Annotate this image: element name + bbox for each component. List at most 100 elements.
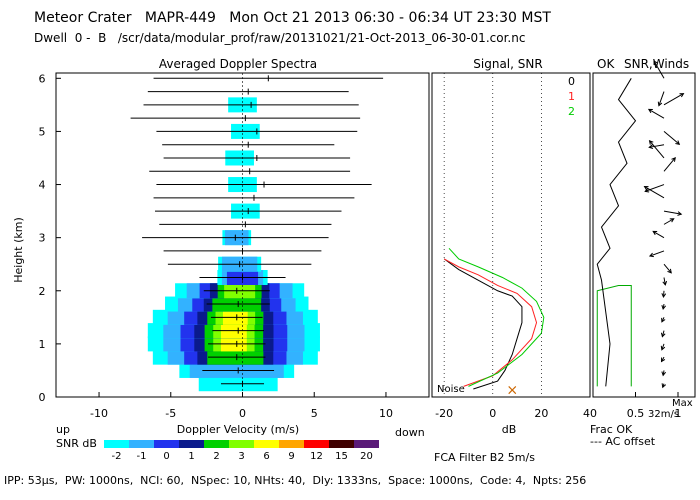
spectra-ytick-label: 5 xyxy=(39,125,46,138)
signal-title: Signal, SNR xyxy=(473,57,542,71)
signal-series-0 xyxy=(443,258,523,390)
noise-marker: × xyxy=(506,382,518,398)
wind-arrow xyxy=(649,250,665,257)
wind-arrow-head xyxy=(652,230,658,236)
colorbar-label: SNR dB xyxy=(56,437,97,450)
colorbar-tick-label: 9 xyxy=(288,451,294,462)
signal-legend-1: 1 xyxy=(568,90,575,103)
wind-arrow xyxy=(663,218,674,225)
wind-arrow-head xyxy=(657,101,663,107)
wind-arrow xyxy=(663,210,682,215)
spectra-xtick-label: -5 xyxy=(165,407,176,420)
wind-arrow-head xyxy=(644,188,650,193)
spectra-ytick-label: 2 xyxy=(39,285,46,298)
spectra-ytick-label: 0 xyxy=(39,391,46,404)
ok-label: OK xyxy=(597,57,615,71)
signal-xtick-label: 0 xyxy=(489,407,496,420)
ac-offset-label: --- AC offset xyxy=(590,435,656,448)
up-label: up xyxy=(56,423,70,436)
wind-arrow xyxy=(653,60,665,79)
wind-arrow-head xyxy=(671,157,676,162)
signal-xlabel: dB xyxy=(502,423,517,436)
wind-arrow xyxy=(663,277,666,285)
wind-arrow-head xyxy=(669,218,675,223)
winds-frame xyxy=(592,72,696,398)
spectra-axes: -10 -5 0 5 10 0 1 2 3 4 5 6 xyxy=(39,72,393,420)
wind-arrow-head xyxy=(679,93,685,98)
wind-arrow-head xyxy=(648,252,654,258)
signal-xtick-label: -20 xyxy=(435,407,453,420)
wind-arrow-head xyxy=(648,144,654,150)
wind-arrow-head xyxy=(667,268,672,274)
wind-arrow-head xyxy=(647,108,653,114)
frac-ok-label: Frac OK xyxy=(590,423,633,436)
colorbar-tick-label: 15 xyxy=(335,451,348,462)
colorbar-tick-label: 3 xyxy=(238,451,244,462)
spectra-ytick-label: 1 xyxy=(39,338,46,351)
spectra-xtick-label: 10 xyxy=(379,407,393,420)
wind-arrow xyxy=(648,108,665,119)
wind-arrow-head xyxy=(643,186,649,191)
wind-arrow xyxy=(652,230,665,239)
wind-arrow xyxy=(649,140,665,159)
signal-xtick-label: 40 xyxy=(583,407,597,420)
wind-arrow-head xyxy=(648,139,654,145)
wind-arrow-head xyxy=(661,293,667,299)
wind-arrow xyxy=(663,131,680,145)
colorbar-swatch xyxy=(179,440,204,448)
colorbar-tick-label: 1 xyxy=(188,451,194,462)
wind-arrow-head xyxy=(660,345,666,351)
header-file-path: Dwell 0 - B /scr/data/modular_prof/raw/2… xyxy=(34,31,526,45)
colorbar-tick-label: 12 xyxy=(310,451,323,462)
max-label: Max xyxy=(672,398,693,409)
colorbar-swatch xyxy=(154,440,179,448)
max-speed-label: 32m/s xyxy=(648,409,679,420)
spectra-data xyxy=(130,73,384,397)
spectra-ytick-label: 3 xyxy=(39,232,46,245)
winds-title: SNR,Winds xyxy=(624,57,689,71)
colorbar-swatch xyxy=(279,440,304,448)
wind-arrow xyxy=(645,184,665,192)
colorbar-swatch xyxy=(204,440,229,448)
wind-arrow-head xyxy=(653,60,658,66)
footer-params: IPP: 53µs, PW: 1000ns, NCI: 60, NSpec: 1… xyxy=(4,474,587,487)
signal-frame xyxy=(431,72,591,398)
wind-arrow xyxy=(663,157,676,172)
wind-arrow xyxy=(663,93,684,106)
wind-arrow-head xyxy=(661,371,667,377)
signal-series-2 xyxy=(448,247,545,387)
fca-filter-label: FCA Filter B2 5m/s xyxy=(434,451,535,464)
winds-xtick-label: 1 xyxy=(675,407,682,420)
colorbar-tick-label: -1 xyxy=(137,451,147,462)
winds-series-line xyxy=(596,284,632,387)
down-label: down xyxy=(395,426,425,439)
signal-series-1 xyxy=(443,258,538,387)
colorbar-tick-label: 2 xyxy=(213,451,219,462)
signal-legend-2: 2 xyxy=(568,105,575,118)
colorbar-swatch xyxy=(304,440,329,448)
colorbar-swatch xyxy=(254,440,279,448)
wind-arrow xyxy=(658,91,665,106)
wind-arrow-head xyxy=(660,332,666,338)
spectra-xlabel: Doppler Velocity (m/s) xyxy=(177,423,299,436)
signal-xtick-label: 20 xyxy=(534,407,548,420)
signal-data: 0 1 2 × xyxy=(443,75,575,398)
winds-data xyxy=(596,60,685,389)
colorbar-tick-label: 0 xyxy=(163,451,169,462)
wind-arrow-head xyxy=(660,357,666,363)
colorbar-tick-label: -2 xyxy=(112,451,122,462)
wind-arrow-head xyxy=(661,305,667,311)
spectra-xtick-label: -10 xyxy=(90,407,108,420)
winds-xtick-label: 0.5 xyxy=(627,407,645,420)
colorbar: -2 -1 0 1 2 3 6 9 12 15 20 xyxy=(104,440,379,462)
colorbar-tick-label: 20 xyxy=(360,451,373,462)
spectra-xtick-label: 0 xyxy=(239,407,246,420)
spectra-ylabel: Height (km) xyxy=(12,217,25,283)
wind-arrow-head xyxy=(661,383,667,389)
noise-label: Noise xyxy=(437,384,465,395)
winds-axes: 0.5 1 xyxy=(627,392,682,420)
spectra-title: Averaged Doppler Spectra xyxy=(159,57,317,71)
colorbar-swatch xyxy=(329,440,354,448)
spectra-xtick-label: 5 xyxy=(311,407,318,420)
